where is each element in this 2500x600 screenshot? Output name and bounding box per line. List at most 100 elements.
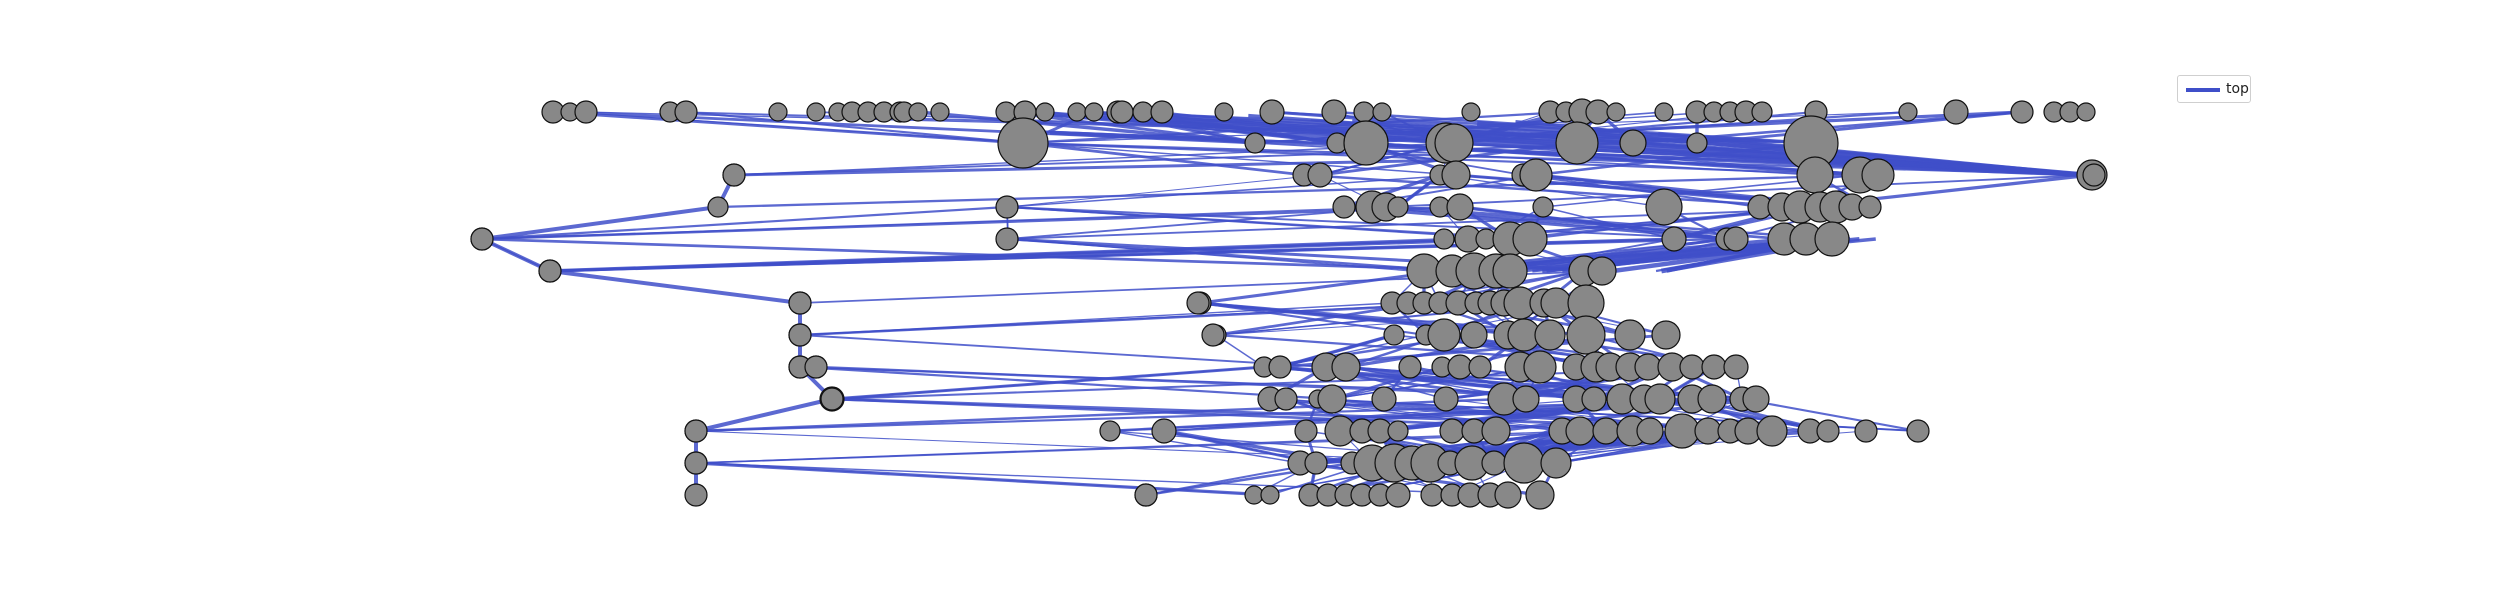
graph-node bbox=[1099, 420, 1121, 442]
graph-node bbox=[1304, 451, 1328, 475]
graph-edge bbox=[1007, 206, 1399, 240]
graph-node bbox=[1651, 320, 1681, 350]
graph-node bbox=[1461, 102, 1481, 122]
graph-node bbox=[1664, 413, 1700, 449]
graph-node bbox=[470, 227, 494, 251]
graph-node bbox=[1644, 383, 1676, 415]
graph-node bbox=[1694, 417, 1722, 445]
graph-node bbox=[1244, 132, 1266, 154]
graph-node bbox=[1151, 418, 1177, 444]
graph-node bbox=[684, 419, 708, 443]
graph-node bbox=[1796, 156, 1834, 194]
graph-node bbox=[1371, 386, 1397, 412]
graph-node bbox=[1512, 221, 1548, 257]
graph-edge bbox=[1006, 206, 1728, 240]
graph-node bbox=[1686, 132, 1708, 154]
graph-edge bbox=[1741, 397, 1919, 433]
graph-edge bbox=[733, 158, 1461, 177]
graph-edge bbox=[1007, 206, 1871, 240]
graph-node bbox=[1634, 353, 1662, 381]
graph-node bbox=[1854, 419, 1878, 443]
graph-edge bbox=[1445, 110, 1909, 145]
graph-node bbox=[1468, 355, 1492, 379]
graph-edge bbox=[717, 173, 1879, 209]
graph-node bbox=[1606, 102, 1626, 122]
graph-node bbox=[1317, 384, 1347, 414]
graph-node bbox=[788, 291, 812, 315]
graph-node bbox=[1332, 195, 1356, 219]
graph-edge bbox=[695, 397, 833, 433]
graph-node bbox=[1387, 420, 1409, 442]
graph-edge bbox=[1279, 333, 1395, 369]
graph-edge bbox=[1022, 142, 1457, 176]
graph-node bbox=[1150, 100, 1174, 124]
graph-node bbox=[574, 100, 598, 124]
graph-edge bbox=[549, 269, 801, 305]
graph-edge bbox=[799, 365, 1333, 401]
graph-node bbox=[1372, 102, 1392, 122]
graph-node bbox=[1587, 256, 1617, 286]
graph-node bbox=[1268, 355, 1292, 379]
graph-node bbox=[1661, 226, 1687, 252]
graph-node bbox=[1186, 291, 1210, 315]
graph-edge bbox=[1439, 174, 1665, 208]
graph-node bbox=[1433, 386, 1459, 412]
graph-node bbox=[1534, 319, 1566, 351]
graph-edge bbox=[481, 205, 1008, 241]
graph-edge bbox=[552, 110, 1024, 145]
graph-node bbox=[1525, 480, 1555, 510]
graph-node bbox=[1701, 354, 1727, 380]
graph-node bbox=[1581, 386, 1607, 412]
graph-node bbox=[684, 483, 708, 507]
graph-node bbox=[1636, 417, 1664, 445]
graph-node bbox=[1540, 447, 1572, 479]
graph-node bbox=[1294, 419, 1318, 443]
graph-node bbox=[930, 102, 950, 122]
graph-node bbox=[1067, 102, 1087, 122]
legend-label: top bbox=[2226, 81, 2249, 97]
graph-edge bbox=[1007, 237, 1453, 273]
graph-node bbox=[1519, 158, 1553, 192]
graph-edge bbox=[695, 461, 1271, 497]
graph-edge bbox=[1022, 141, 1305, 177]
graph-node bbox=[1387, 196, 1409, 218]
graph-node bbox=[1816, 419, 1840, 443]
graph-node bbox=[2010, 100, 2034, 124]
graph-node bbox=[804, 355, 828, 379]
graph-node bbox=[1134, 483, 1158, 507]
graph-node bbox=[684, 451, 708, 475]
graph-edge bbox=[1215, 319, 1447, 336]
graph-node bbox=[997, 117, 1049, 169]
graph-node bbox=[2076, 102, 2096, 122]
graph-node bbox=[1723, 226, 1749, 252]
graph-edge bbox=[1006, 238, 1411, 272]
graph-node bbox=[1614, 319, 1646, 351]
graph-node bbox=[1523, 350, 1557, 384]
graph-edge bbox=[1109, 430, 1301, 464]
graph-node bbox=[1481, 416, 1511, 446]
graph-node bbox=[995, 101, 1017, 123]
graph-edge bbox=[799, 302, 1459, 336]
graph-node bbox=[1481, 450, 1507, 476]
graph-node bbox=[806, 102, 826, 122]
graph-node bbox=[1434, 123, 1474, 163]
graph-node bbox=[1398, 355, 1422, 379]
graph-edge bbox=[549, 237, 1531, 273]
graph-edge bbox=[695, 397, 1505, 433]
graph-node bbox=[1494, 481, 1522, 509]
graph-node bbox=[1532, 196, 1554, 218]
graph-node bbox=[1307, 162, 1333, 188]
graph-node bbox=[1353, 101, 1375, 123]
graph-node bbox=[1697, 384, 1727, 414]
graph-node bbox=[1244, 485, 1264, 505]
graph-node bbox=[1814, 221, 1850, 257]
graph-node bbox=[1512, 385, 1540, 413]
graph-node bbox=[908, 102, 928, 122]
graph-node bbox=[707, 196, 729, 218]
legend: top bbox=[2177, 75, 2251, 103]
legend-swatch bbox=[2186, 88, 2220, 92]
graph-node bbox=[1274, 387, 1298, 411]
graph-node bbox=[1331, 352, 1361, 382]
graph-node bbox=[1110, 100, 1134, 124]
